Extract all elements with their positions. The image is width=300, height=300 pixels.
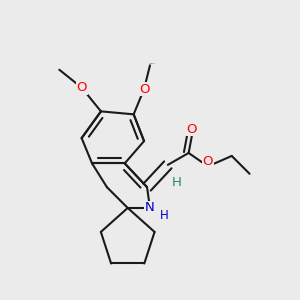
- Text: H: H: [172, 176, 182, 189]
- Text: O: O: [139, 82, 149, 96]
- Text: O: O: [186, 123, 197, 136]
- Text: H: H: [160, 209, 169, 222]
- Text: methoxy: methoxy: [150, 63, 156, 64]
- Text: O: O: [76, 81, 87, 94]
- Text: O: O: [203, 155, 213, 168]
- Text: O: O: [139, 82, 149, 96]
- Text: N: N: [145, 202, 155, 214]
